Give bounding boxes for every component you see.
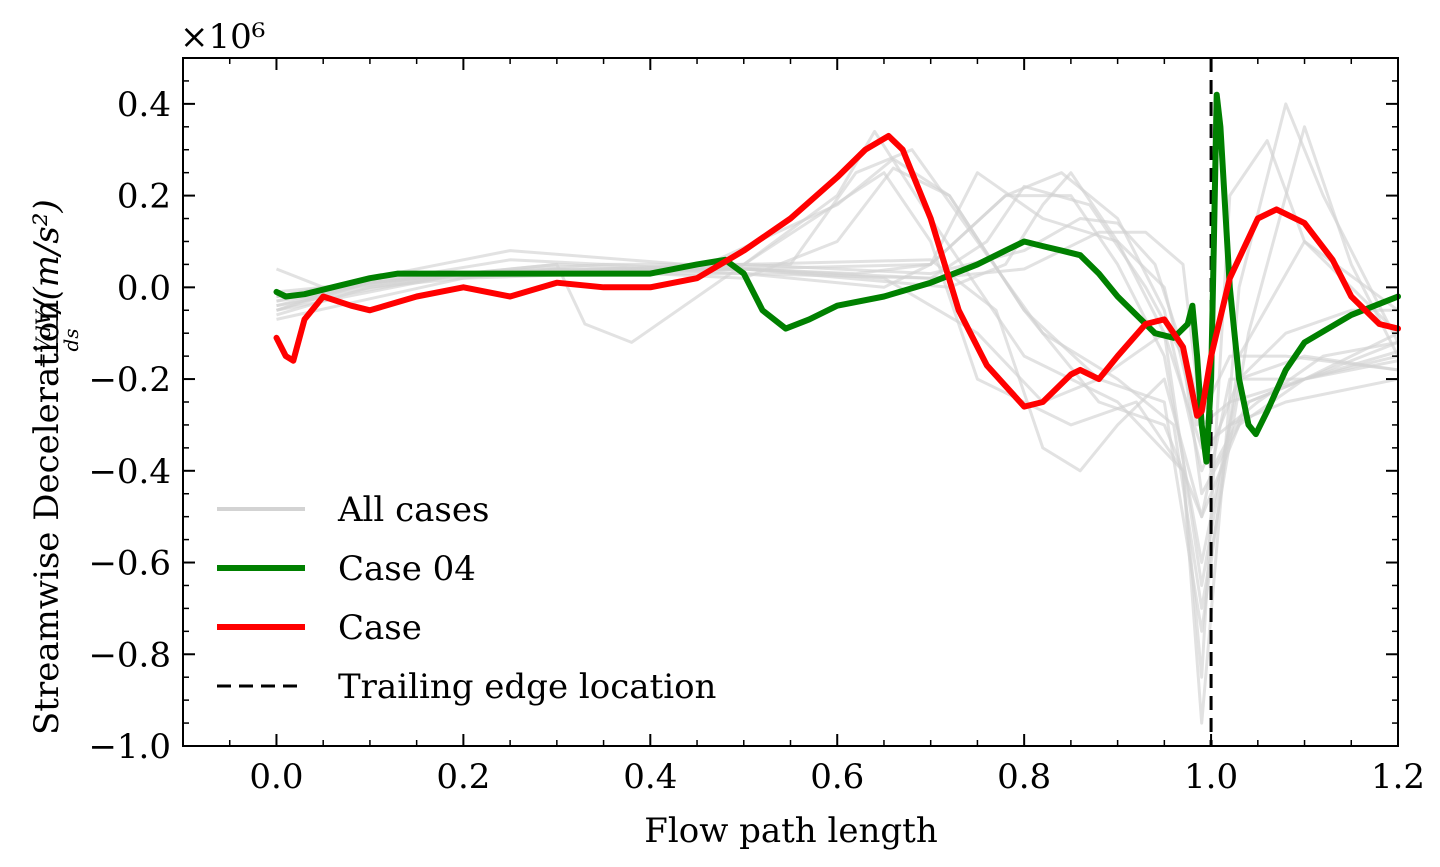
x-tick-label: 1.0 [1184, 757, 1238, 797]
y-tick-label: −0.4 [88, 452, 171, 492]
all-cases-series-group [275, 102, 1400, 725]
all-cases-line-8 [276, 184, 1399, 496]
series-line-case [273, 133, 1401, 419]
x-tick-label: 0.4 [623, 757, 677, 797]
y-tick-label: 0.0 [117, 268, 171, 308]
x-axis-label: Flow path length [644, 811, 937, 851]
y-tick-label: −0.6 [88, 544, 171, 584]
y-tick-label: −1.0 [88, 727, 171, 767]
y-tick-label: 0.2 [117, 177, 171, 217]
y-scale-label: ×10⁶ [180, 17, 265, 57]
x-tick-label: 1.2 [1371, 757, 1425, 797]
y-tick-label: −0.8 [88, 635, 171, 675]
x-tick-label: 0.8 [997, 757, 1051, 797]
highlighted-series-group [273, 91, 1401, 465]
y-axis-label-prefix: Streamwise Deceleration [27, 300, 67, 735]
x-tick-label: 0.2 [436, 757, 490, 797]
y-axis-label-denominator: ds [59, 328, 83, 351]
x-tick-label: 0.0 [249, 757, 303, 797]
series-line-case-04 [273, 91, 1401, 465]
x-tick-label: 0.6 [810, 757, 864, 797]
ticks-group: 0.0 0.2 0.4 0.6 0.8 1.0 1.2 0.4 0.2 0.0 −0.2 −0.4 −0… [88, 57, 1425, 797]
y-axis-label-numerator: −VdV [31, 308, 55, 369]
legend-label-all-cases: All cases [337, 490, 489, 530]
all-cases-line-9 [276, 171, 1399, 450]
legend-label-trailing-edge: Trailing edge location [338, 667, 716, 707]
all-cases-line-15 [276, 171, 1399, 473]
all-cases-line-12 [276, 258, 1399, 519]
y-axis-label-suffix: /(m/s²) [27, 199, 67, 315]
legend: All cases Case 04 Case Trailing edge loc… [217, 490, 716, 707]
y-axis-label: Streamwise Deceleration −VdV ds /(m/s²) [27, 199, 83, 735]
legend-label-case: Case [338, 608, 422, 648]
legend-label-case-04: Case 04 [338, 549, 476, 589]
y-tick-label: −0.2 [88, 360, 171, 400]
y-tick-label: 0.4 [117, 85, 171, 125]
